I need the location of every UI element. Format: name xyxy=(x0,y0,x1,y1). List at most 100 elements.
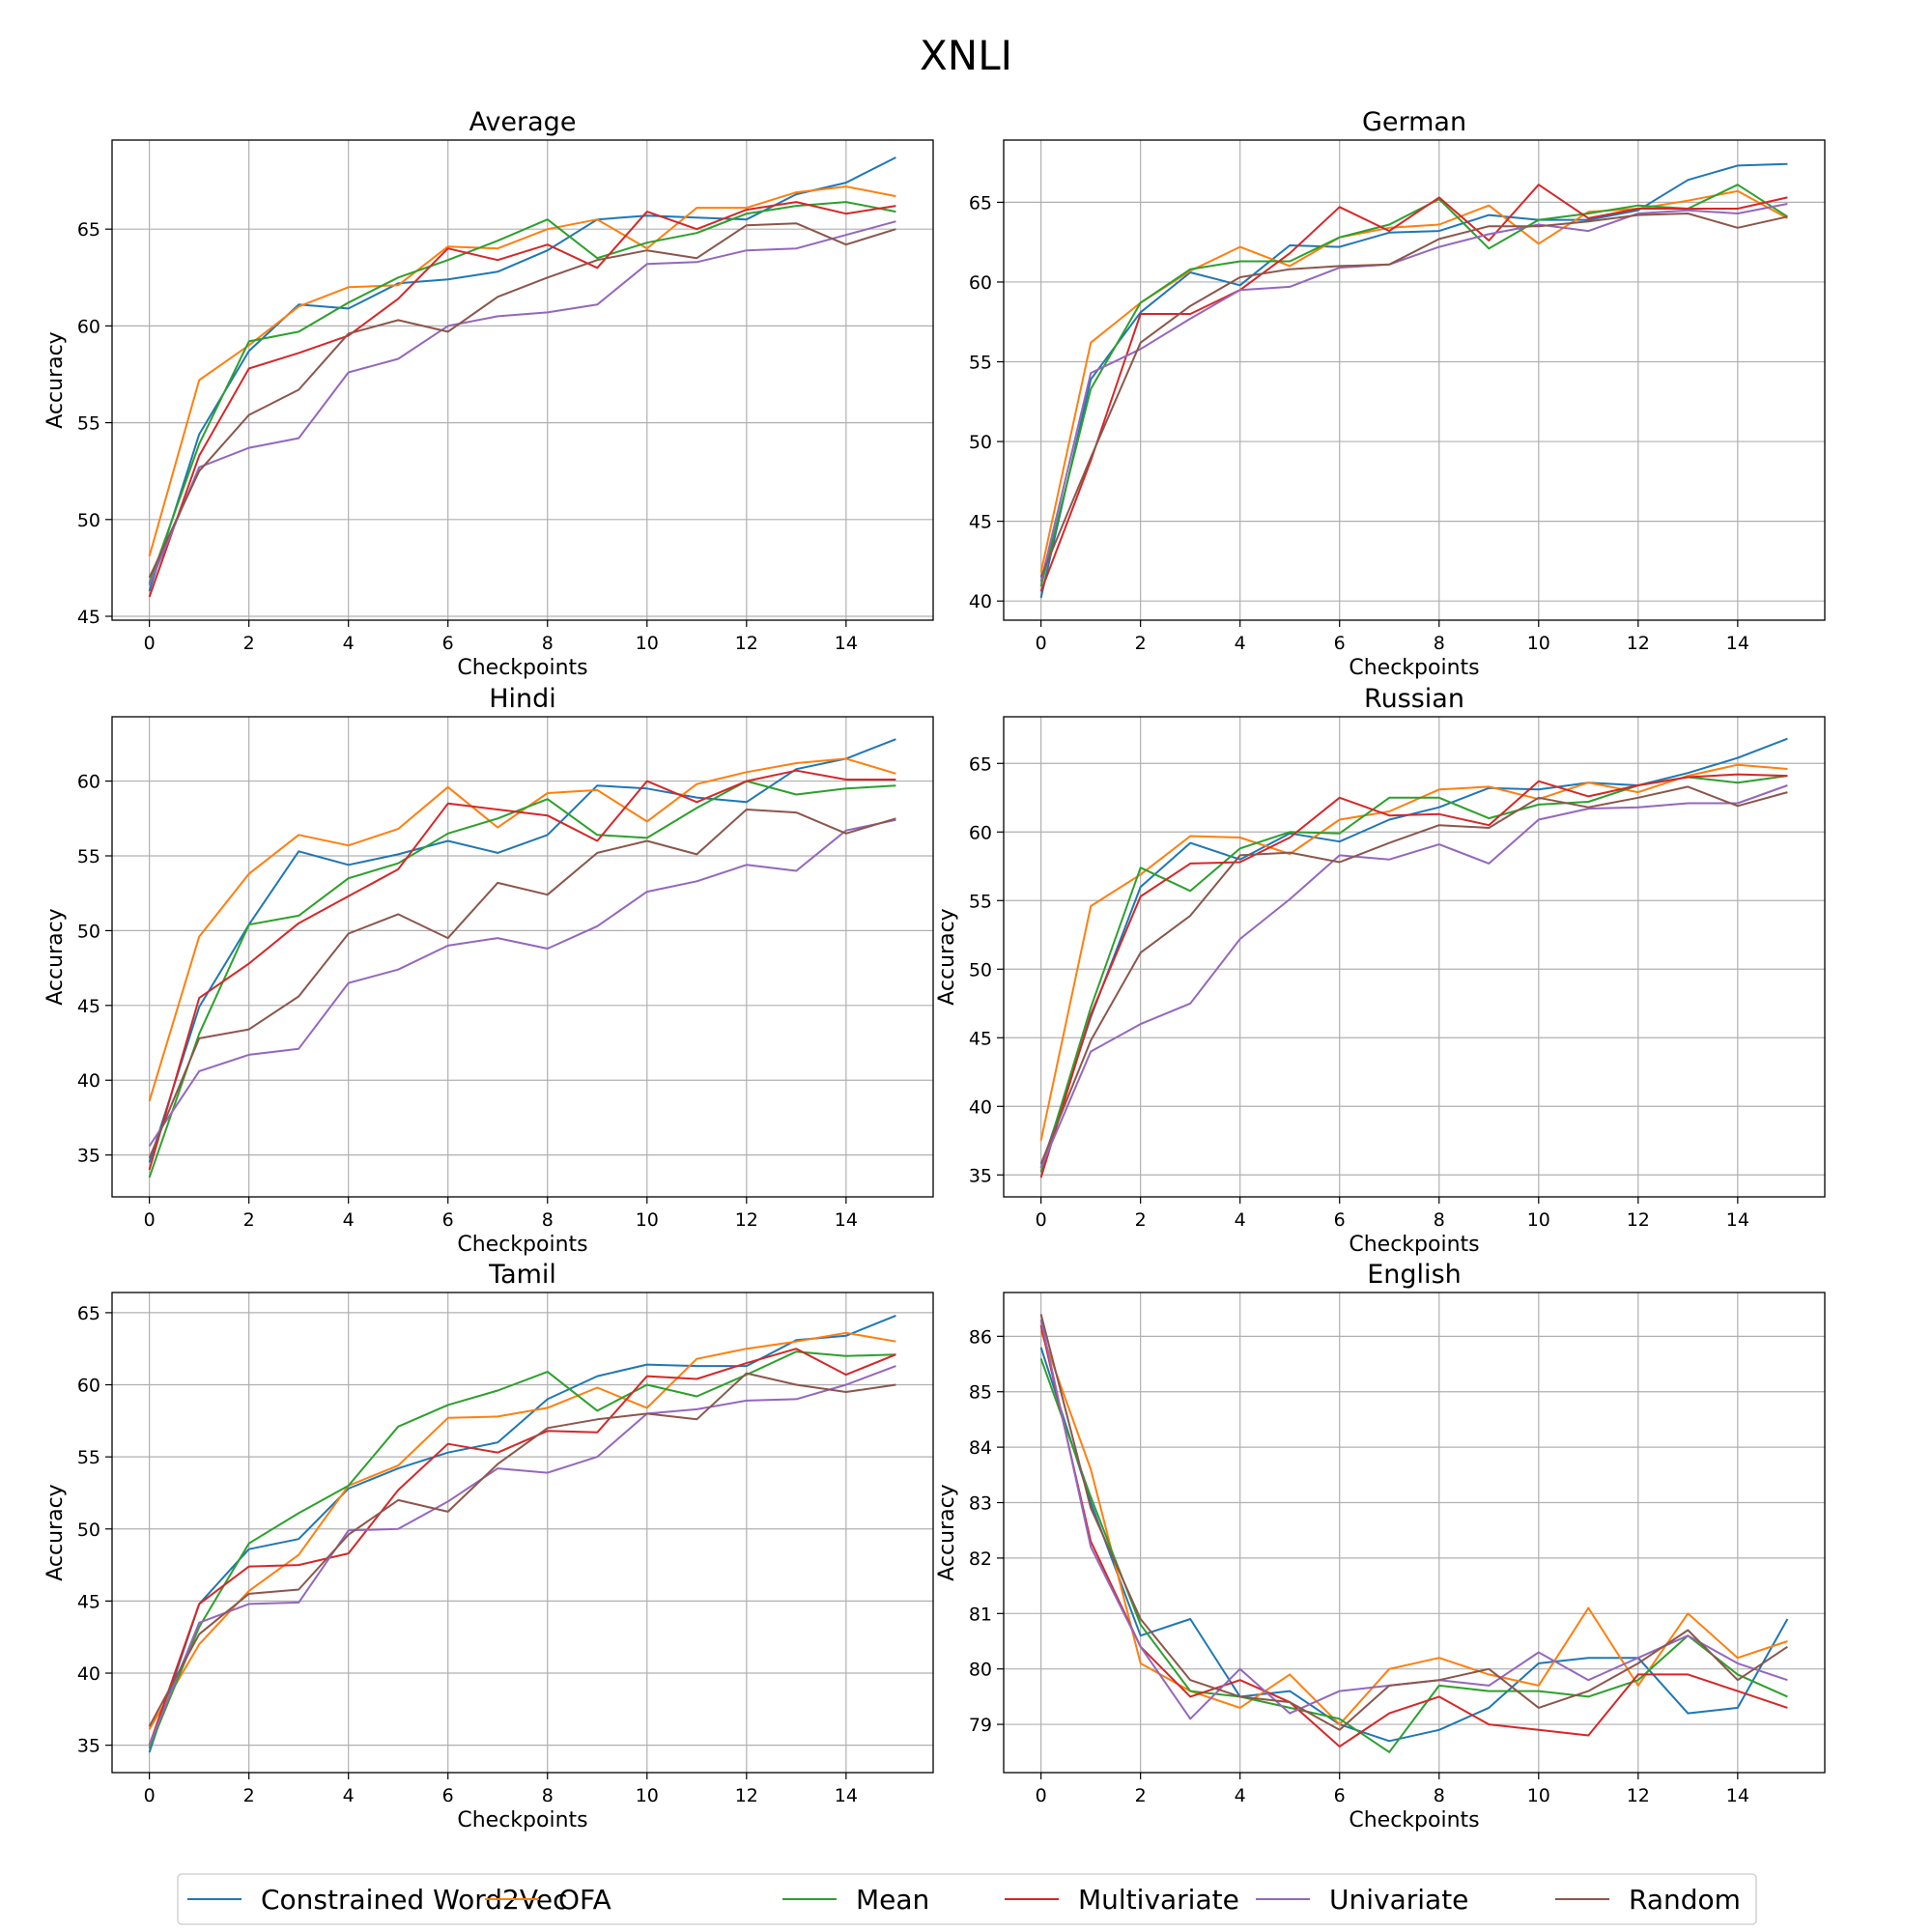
subplot-title: Tamil xyxy=(488,1260,556,1290)
x-tick-label: 14 xyxy=(835,1785,858,1806)
y-axis-label: Accuracy xyxy=(43,908,68,1005)
subplot-title: Hindi xyxy=(489,684,556,714)
x-tick-label: 4 xyxy=(1235,633,1246,654)
x-tick-label: 4 xyxy=(343,633,355,654)
subplot-title: Russian xyxy=(1364,684,1464,714)
series-line-mean xyxy=(148,201,896,584)
x-tick-label: 12 xyxy=(735,1785,758,1806)
x-tick-label: 12 xyxy=(735,1209,758,1231)
subplot-title: Average xyxy=(469,107,577,137)
y-tick-label: 45 xyxy=(77,1591,100,1612)
y-tick-label: 81 xyxy=(969,1604,992,1625)
y-tick-label: 35 xyxy=(77,1146,100,1167)
legend-item-mean: Mean xyxy=(782,1884,929,1916)
x-tick-label: 12 xyxy=(1627,1209,1650,1231)
x-tick-label: 6 xyxy=(442,633,454,654)
series-line-ofa xyxy=(1039,1330,1788,1726)
x-tick-label: 10 xyxy=(636,1209,659,1231)
x-tick-label: 14 xyxy=(1726,1209,1749,1231)
subplot-title: English xyxy=(1367,1260,1462,1290)
y-axis-label: Accuracy xyxy=(935,1484,959,1580)
x-tick-label: 0 xyxy=(1036,633,1047,654)
x-tick-label: 14 xyxy=(1726,633,1749,654)
x-tick-label: 4 xyxy=(1235,1785,1246,1806)
axes-frame xyxy=(111,716,934,1198)
series-line-constrained-word2vec xyxy=(148,1314,896,1753)
legend-label: Mean xyxy=(856,1884,929,1916)
x-axis-label: Checkpoints xyxy=(1349,656,1479,680)
y-tick-label: 84 xyxy=(969,1437,992,1459)
series-line-mean xyxy=(148,780,896,1179)
x-tick-label: 14 xyxy=(835,1209,858,1231)
y-tick-label: 40 xyxy=(969,591,992,612)
x-tick-label: 0 xyxy=(144,633,156,654)
y-tick-label: 55 xyxy=(969,353,992,374)
plot-area-english xyxy=(1004,1293,1825,1773)
figure-title: XNLI xyxy=(920,32,1012,79)
x-tick-label: 2 xyxy=(1135,1209,1147,1231)
legend-item-univariate: Univariate xyxy=(1256,1884,1468,1916)
x-tick-label: 10 xyxy=(636,633,659,654)
legend-label: OFA xyxy=(558,1884,611,1916)
y-tick-label: 35 xyxy=(77,1736,100,1757)
series-line-univariate xyxy=(1039,203,1788,582)
x-tick-label: 12 xyxy=(1627,1785,1650,1806)
y-tick-label: 50 xyxy=(969,959,992,980)
y-tick-label: 50 xyxy=(77,921,100,942)
series-line-multivariate xyxy=(1039,773,1788,1179)
series-line-univariate xyxy=(148,1365,896,1746)
axes-frame xyxy=(1003,139,1826,621)
chart-english: 0 2 4 6 8 10 12 14 79 80 81 82 83 84 85 86 English Checkp… xyxy=(935,1260,1826,1833)
series-line-random xyxy=(148,809,896,1159)
y-tick-label: 82 xyxy=(969,1548,992,1570)
x-tick-label: 4 xyxy=(343,1209,355,1231)
x-tick-label: 12 xyxy=(735,633,758,654)
y-tick-label: 55 xyxy=(77,1447,100,1468)
y-tick-label: 55 xyxy=(77,413,100,435)
series-line-ofa xyxy=(148,757,896,1102)
series-line-constrained-word2vec xyxy=(148,738,896,1163)
x-tick-label: 8 xyxy=(542,633,554,654)
series-line-ofa xyxy=(148,185,896,557)
y-tick-label: 65 xyxy=(77,1303,100,1324)
x-axis-label: Checkpoints xyxy=(457,1808,587,1833)
series-line-mean xyxy=(1039,1357,1788,1753)
series-line-random xyxy=(148,222,896,579)
x-tick-label: 8 xyxy=(1434,1785,1445,1806)
series-line-constrained-word2vec xyxy=(1039,162,1788,599)
x-axis-label: Checkpoints xyxy=(1349,1233,1479,1257)
x-tick-label: 0 xyxy=(144,1209,156,1231)
x-tick-label: 6 xyxy=(442,1209,454,1231)
x-tick-label: 0 xyxy=(1036,1785,1047,1806)
series-line-mean xyxy=(148,1350,896,1748)
legend-frame xyxy=(177,1873,1757,1925)
x-tick-label: 2 xyxy=(243,1785,255,1806)
x-tick-label: 8 xyxy=(1434,633,1445,654)
x-tick-label: 2 xyxy=(1135,1785,1147,1806)
series-line-ofa xyxy=(148,1331,896,1730)
x-tick-label: 8 xyxy=(542,1785,554,1806)
series-line-random xyxy=(1039,1314,1788,1731)
plot-area-tamil xyxy=(112,1293,933,1773)
x-tick-label: 10 xyxy=(1527,633,1550,654)
y-tick-label: 65 xyxy=(77,219,100,241)
x-tick-label: 0 xyxy=(144,1785,156,1806)
x-tick-label: 2 xyxy=(243,633,255,654)
x-tick-label: 14 xyxy=(1726,1785,1749,1806)
x-axis-label: Checkpoints xyxy=(1349,1808,1479,1833)
legend-item-random: Random xyxy=(1555,1884,1741,1916)
y-tick-label: 45 xyxy=(77,996,100,1017)
y-tick-label: 60 xyxy=(969,822,992,843)
y-tick-label: 40 xyxy=(77,1070,100,1092)
chart-german: 0 2 4 6 8 10 12 14 40 45 50 55 60 65 German Checkpoints xyxy=(969,107,1826,680)
chart-tamil: 0 2 4 6 8 10 12 14 35 40 45 50 55 60 65 Tamil Checkpoint… xyxy=(43,1260,934,1833)
y-tick-label: 60 xyxy=(77,772,100,793)
y-axis-label: Accuracy xyxy=(935,908,959,1005)
y-tick-label: 35 xyxy=(969,1165,992,1186)
series-line-multivariate xyxy=(1039,184,1788,592)
y-tick-label: 79 xyxy=(969,1715,992,1736)
y-tick-label: 45 xyxy=(969,512,992,533)
y-tick-label: 40 xyxy=(969,1096,992,1118)
axes-frame xyxy=(111,1292,934,1774)
